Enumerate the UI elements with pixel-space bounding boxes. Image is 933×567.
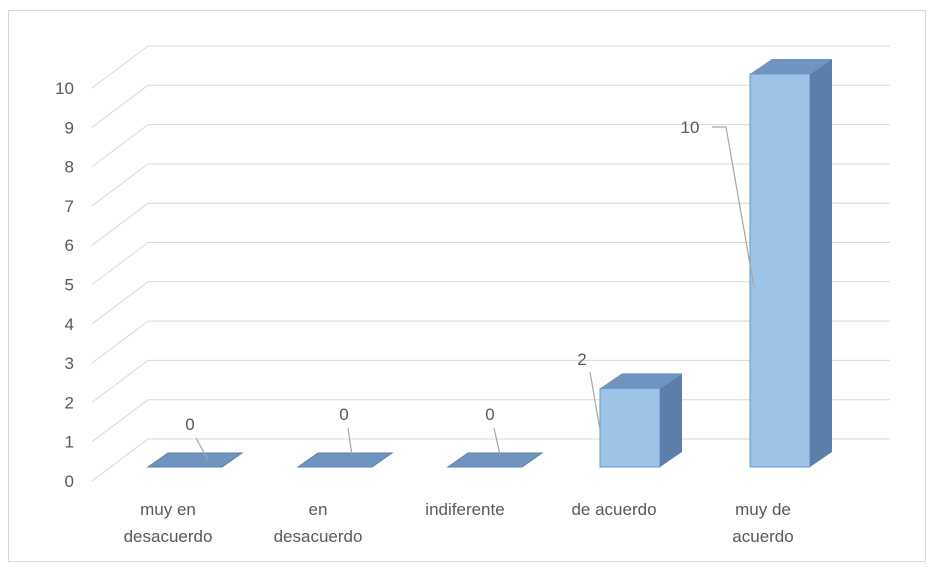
y-tick-label: 9 xyxy=(65,118,74,137)
bar xyxy=(749,73,811,468)
data-label: 10 xyxy=(681,118,700,137)
x-category-label: muy de acuerdo xyxy=(732,500,793,546)
gridline-side xyxy=(91,124,149,168)
x-category-label: de acuerdo xyxy=(571,500,656,519)
gridline-side xyxy=(91,359,149,403)
leader-line xyxy=(589,371,601,431)
bar-top xyxy=(600,373,682,389)
bar-side xyxy=(810,59,832,467)
y-tick-label: 1 xyxy=(65,433,74,452)
data-label: 0 xyxy=(185,415,194,434)
leader-line xyxy=(347,427,353,456)
data-label: 0 xyxy=(485,405,494,424)
x-axis-categories: muy en desacuerdo en desacuerdo indiferente d… xyxy=(124,500,794,546)
bar-top xyxy=(750,59,832,74)
y-tick-label: 6 xyxy=(65,236,74,255)
y-tick-label: 8 xyxy=(65,158,74,177)
y-tick-label: 2 xyxy=(65,393,74,412)
x-category-label: en desacuerdo xyxy=(274,500,363,546)
gridline-side xyxy=(91,202,149,246)
gridline-side xyxy=(91,281,149,325)
bar-flat xyxy=(296,452,394,468)
leader-line xyxy=(195,437,209,461)
data-label: 0 xyxy=(339,405,348,424)
bar-flat xyxy=(446,452,544,468)
y-tick-label: 5 xyxy=(65,276,74,295)
gridline-side xyxy=(91,399,149,443)
y-tick-label: 7 xyxy=(65,197,74,216)
gridline-side xyxy=(91,163,149,207)
x-category-label: indiferente xyxy=(425,500,504,519)
bar-flat xyxy=(146,452,244,468)
chart-frame xyxy=(8,10,926,562)
gridline-side xyxy=(91,242,149,285)
gridline-side xyxy=(91,320,149,364)
y-axis-ticks: 0 1 2 3 4 5 6 7 8 9 10 xyxy=(55,79,74,491)
bar-side xyxy=(660,373,682,467)
gridline-side xyxy=(91,45,149,89)
leader-line xyxy=(712,126,755,288)
bars xyxy=(146,59,832,468)
y-tick-label: 10 xyxy=(55,79,74,98)
gridline-side xyxy=(91,438,149,482)
x-category-label: muy en desacuerdo xyxy=(124,500,213,546)
data-label: 2 xyxy=(577,350,586,369)
data-labels: 0 0 0 2 10 xyxy=(185,118,755,461)
bar xyxy=(599,387,661,468)
y-tick-label: 0 xyxy=(65,472,74,491)
gridline-side xyxy=(91,84,149,128)
y-tick-label: 4 xyxy=(65,315,74,334)
y-tick-label: 3 xyxy=(65,354,74,373)
leader-line xyxy=(493,427,501,456)
